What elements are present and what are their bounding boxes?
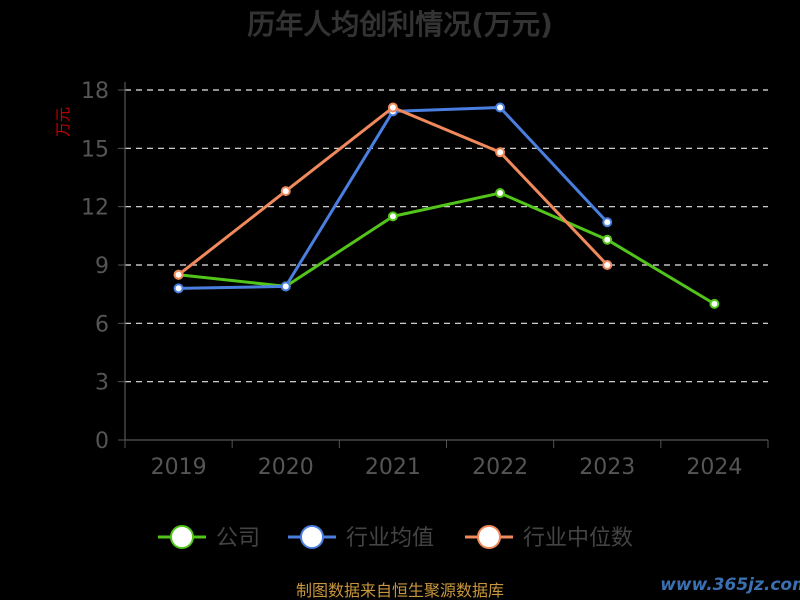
legend-marker <box>170 525 194 549</box>
legend-marker <box>300 525 324 549</box>
data-point <box>495 147 506 158</box>
x-tick-label: 2019 <box>151 455 207 480</box>
x-tick-label: 2024 <box>686 455 742 480</box>
series-1 <box>173 102 613 294</box>
y-tick-label: 18 <box>81 79 109 104</box>
data-point <box>387 102 398 113</box>
y-tick-label: 15 <box>81 137 109 162</box>
x-tick-label: 2023 <box>579 455 635 480</box>
legend-label: 行业均值 <box>346 526 434 551</box>
axes <box>124 82 769 448</box>
y-tick-label: 12 <box>81 196 109 221</box>
series-line <box>178 191 716 306</box>
watermark: www.365jz.com <box>660 575 800 595</box>
legend-item[interactable]: 公司 <box>158 525 260 551</box>
legend: 公司 行业均值 行业中位数 <box>158 525 633 551</box>
legend-marker <box>477 525 501 549</box>
data-point <box>280 281 291 292</box>
series-group <box>173 102 720 309</box>
series-2 <box>173 102 613 280</box>
legend-label: 行业中位数 <box>523 526 633 551</box>
legend-label: 公司 <box>216 526 260 551</box>
x-tick-label: 2021 <box>365 455 421 480</box>
y-tick-labels: 0 3 6 9 12 15 18 <box>81 79 125 454</box>
y-axis-label: 万元 <box>54 107 72 137</box>
data-point <box>173 283 184 294</box>
y-tick-label: 0 <box>95 429 109 454</box>
grid-lines <box>125 89 768 383</box>
data-point <box>709 298 720 309</box>
y-tick-label: 6 <box>95 312 109 337</box>
data-point <box>602 234 613 245</box>
series-line <box>177 106 609 276</box>
x-tick-label: 2020 <box>258 455 314 480</box>
y-tick-label: 3 <box>95 371 109 396</box>
data-point <box>602 260 613 270</box>
data-point <box>602 217 613 228</box>
data-point <box>387 211 398 222</box>
x-tick-label: 2022 <box>472 455 528 480</box>
x-tick-labels: 2019 2020 2021 2022 2023 2024 <box>151 455 743 480</box>
data-point <box>495 188 506 199</box>
source-note: 制图数据来自恒生聚源数据库 <box>296 581 504 600</box>
data-point <box>280 186 291 197</box>
y-tick-label: 9 <box>95 254 109 279</box>
legend-item[interactable]: 行业均值 <box>288 525 434 551</box>
data-point <box>495 102 506 113</box>
chart-title: 历年人均创利情况(万元) <box>247 8 553 41</box>
legend-item[interactable]: 行业中位数 <box>465 525 633 551</box>
data-point <box>173 269 184 280</box>
